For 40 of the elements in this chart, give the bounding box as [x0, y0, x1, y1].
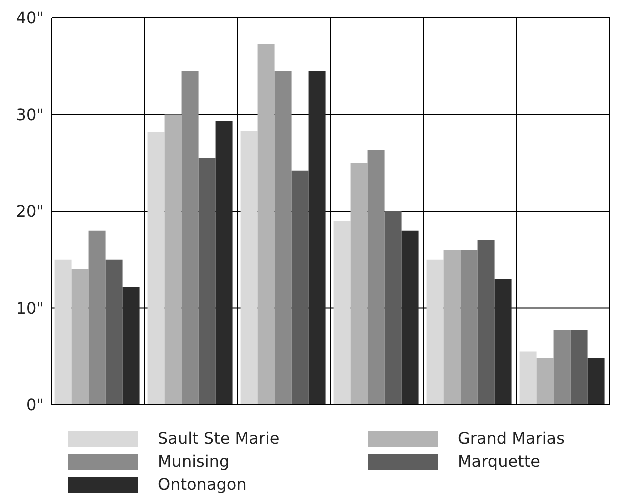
bar	[570, 330, 588, 405]
legend-label: Marquette	[458, 452, 540, 471]
legend-label: Ontonagon	[158, 475, 247, 494]
y-tick-label: 10"	[16, 298, 44, 318]
bar	[426, 260, 444, 405]
bar	[88, 230, 106, 405]
bar	[122, 286, 140, 405]
bar	[274, 71, 292, 405]
y-tick-label: 30"	[16, 105, 44, 124]
bar	[72, 270, 89, 405]
bar	[54, 260, 72, 405]
bar	[384, 212, 402, 405]
bar	[182, 71, 199, 405]
legend-label: Sault Ste Marie	[158, 429, 280, 448]
bar	[216, 122, 233, 405]
bar	[368, 150, 385, 405]
bar	[334, 221, 351, 405]
bar	[460, 250, 478, 405]
bar	[258, 44, 275, 405]
bar	[588, 358, 605, 405]
bar	[520, 352, 537, 405]
bar	[536, 358, 554, 405]
bar	[444, 250, 461, 405]
bar	[494, 279, 512, 405]
bar	[106, 260, 123, 405]
bar	[292, 170, 309, 405]
y-tick-label: 20"	[16, 202, 44, 222]
y-tick-label: 40"	[16, 8, 44, 28]
legend-label: Munising	[158, 452, 230, 471]
bar	[164, 114, 182, 405]
bar	[402, 230, 419, 405]
bar	[148, 132, 165, 405]
bar	[478, 240, 495, 405]
bar	[308, 71, 326, 405]
y-tick-label: 0"	[26, 396, 44, 415]
bar	[554, 330, 571, 405]
bar	[198, 158, 216, 405]
legend-label: Grand Marias	[458, 429, 565, 448]
bar	[350, 163, 368, 405]
bar	[240, 131, 258, 405]
